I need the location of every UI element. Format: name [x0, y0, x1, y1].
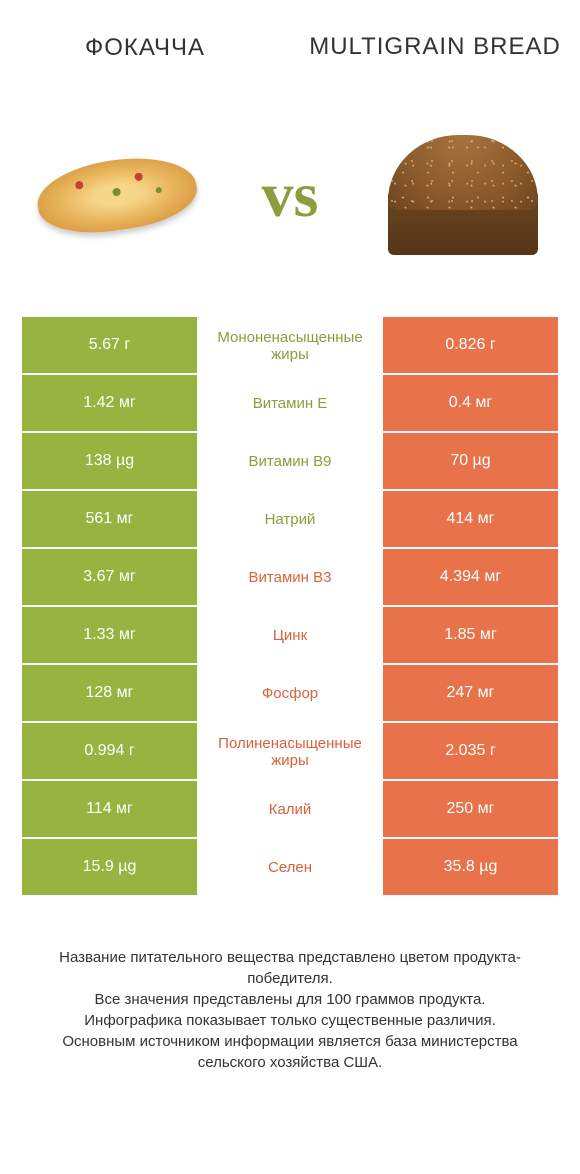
table-row: 5.67 гМононенасыщенные жиры0.826 г [22, 317, 558, 375]
nutrient-label: Мононенасыщенные жиры [197, 317, 383, 375]
value-left: 5.67 г [22, 317, 197, 375]
value-left: 1.42 мг [22, 375, 197, 433]
value-left: 1.33 мг [22, 607, 197, 665]
value-right: 1.85 мг [383, 607, 558, 665]
header: Фокачча Multigrain bread [0, 0, 580, 95]
value-left: 3.67 мг [22, 549, 197, 607]
value-right: 247 мг [383, 665, 558, 723]
table-row: 15.9 µgСелен35.8 µg [22, 839, 558, 897]
table-row: 1.42 мгВитамин E0.4 мг [22, 375, 558, 433]
nutrient-label: Витамин B9 [197, 433, 383, 491]
table-row: 128 мгФосфор247 мг [22, 665, 558, 723]
image-row: vs [0, 95, 580, 295]
value-right: 414 мг [383, 491, 558, 549]
table-row: 561 мгНатрий414 мг [22, 491, 558, 549]
footer-line: Инфографика показывает только существенн… [30, 1010, 550, 1031]
value-left: 15.9 µg [22, 839, 197, 897]
nutrient-label: Цинк [197, 607, 383, 665]
value-left: 561 мг [22, 491, 197, 549]
footer-line: Все значения представлены для 100 граммо… [30, 989, 550, 1010]
nutrient-label: Витамин E [197, 375, 383, 433]
comparison-table: 5.67 гМононенасыщенные жиры0.826 г1.42 м… [22, 317, 558, 897]
nutrient-label: Витамин B3 [197, 549, 383, 607]
value-right: 0.4 мг [383, 375, 558, 433]
bread-image [373, 125, 553, 265]
value-left: 128 мг [22, 665, 197, 723]
value-right: 35.8 µg [383, 839, 558, 897]
value-right: 250 мг [383, 781, 558, 839]
value-left: 0.994 г [22, 723, 197, 781]
nutrient-label: Калий [197, 781, 383, 839]
footer-line: Название питательного вещества представл… [30, 947, 550, 989]
table-row: 114 мгКалий250 мг [22, 781, 558, 839]
title-right: Multigrain bread [290, 23, 580, 72]
value-left: 114 мг [22, 781, 197, 839]
nutrient-label: Селен [197, 839, 383, 897]
table-row: 138 µgВитамин B970 µg [22, 433, 558, 491]
nutrient-label: Полиненасыщенные жиры [197, 723, 383, 781]
table-row: 3.67 мгВитамин B34.394 мг [22, 549, 558, 607]
nutrient-label: Фосфор [197, 665, 383, 723]
nutrient-label: Натрий [197, 491, 383, 549]
footer-line: Основным источником информации является … [30, 1031, 550, 1073]
title-left: Фокачча [0, 24, 290, 72]
footer-notes: Название питательного вещества представл… [0, 947, 580, 1073]
value-left: 138 µg [22, 433, 197, 491]
value-right: 4.394 мг [383, 549, 558, 607]
value-right: 2.035 г [383, 723, 558, 781]
value-right: 70 µg [383, 433, 558, 491]
focaccia-image [27, 125, 207, 265]
table-row: 1.33 мгЦинк1.85 мг [22, 607, 558, 665]
value-right: 0.826 г [383, 317, 558, 375]
table-row: 0.994 гПолиненасыщенные жиры2.035 г [22, 723, 558, 781]
vs-label: vs [262, 158, 319, 232]
